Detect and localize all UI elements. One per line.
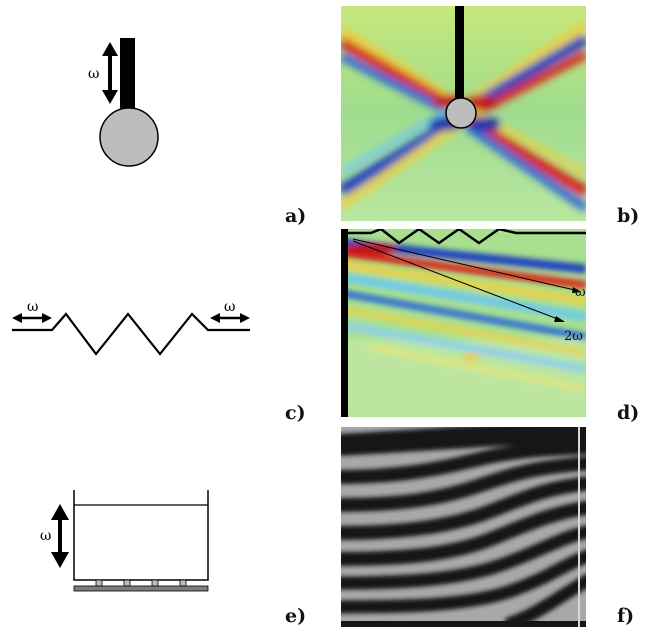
ray-2omega [352, 240, 565, 322]
tank-supports [95, 579, 187, 587]
vertical-oscillation-arrow [102, 42, 118, 104]
ray-omega [352, 238, 581, 293]
panel-c-schematic: ω ω [12, 299, 250, 356]
tank-oscillation-arrow [51, 504, 69, 568]
panel-label-d: d) [617, 402, 640, 424]
panel-label-e: e) [285, 605, 307, 627]
ray-2omega-label: 2ω [564, 329, 583, 344]
dark-stripes [341, 427, 586, 627]
omega-label-c-left: ω [27, 299, 38, 315]
panel-d-wave-field: ω 2ω [341, 229, 586, 417]
wavy-boundary [12, 312, 250, 356]
ray-omega-label: ω [575, 285, 586, 300]
panel-label-f: f) [617, 605, 635, 627]
cylinder-b [445, 97, 477, 129]
tank-walls [73, 490, 209, 581]
wave-bands-d [341, 238, 586, 417]
panel-label-c: c) [285, 402, 306, 424]
panel-label-b: b) [617, 205, 640, 227]
cylinder-rod [120, 38, 135, 113]
omega-label-c-right: ω [224, 299, 235, 315]
panel-b-wave-field [341, 6, 586, 221]
cylinder [99, 107, 159, 167]
omega-label-a: ω [88, 66, 99, 82]
left-horizontal-oscillation-arrow [12, 313, 52, 323]
wave-beams [341, 20, 586, 212]
panel-a-schematic: ω [88, 38, 159, 167]
panel-label-a: a) [285, 205, 307, 227]
right-horizontal-oscillation-arrow [210, 313, 250, 323]
wavy-boundary-d [348, 229, 586, 245]
left-wall-d [341, 229, 348, 417]
panel-e-schematic: ω [40, 490, 209, 592]
shaker-plate [73, 585, 209, 592]
omega-label-e: ω [40, 528, 51, 544]
cylinder-rod-b [455, 6, 464, 102]
stripe-bottom-edge [341, 621, 586, 627]
panel-f-stripe-image [341, 427, 586, 627]
